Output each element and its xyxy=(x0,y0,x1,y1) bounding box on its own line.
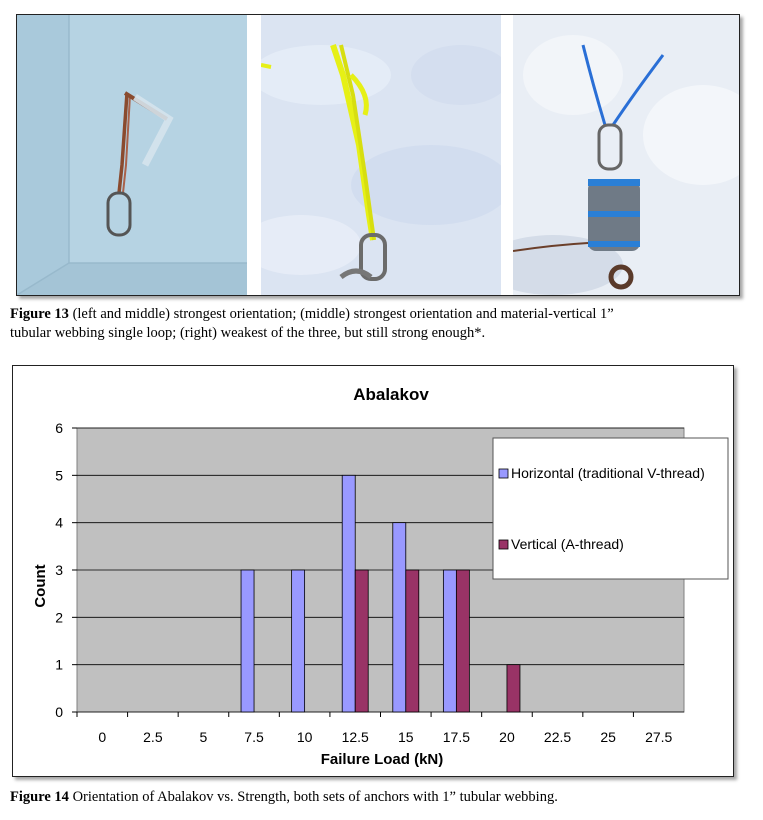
blue-cord-anchor-photo xyxy=(513,15,739,295)
x-tick-label: 7.5 xyxy=(244,729,264,745)
y-axis-label: Count xyxy=(32,564,49,607)
x-tick-label: 10 xyxy=(297,729,313,745)
figure13-caption-line2: tubular webbing single loop; (right) wea… xyxy=(10,325,486,341)
y-tick-label: 3 xyxy=(55,562,63,578)
figure13-caption: Figure 13 (left and middle) strongest or… xyxy=(10,305,750,343)
bar-horizontal xyxy=(341,474,356,713)
y-tick-label: 5 xyxy=(55,467,63,483)
bar-vertical xyxy=(506,664,521,713)
legend-swatch-horizontal xyxy=(498,468,509,479)
bar-vertical xyxy=(455,569,470,713)
x-tick-label: 2.5 xyxy=(143,729,163,745)
x-tick-label: 12.5 xyxy=(342,729,369,745)
x-tick-label: 17.5 xyxy=(443,729,470,745)
x-tick-label: 5 xyxy=(200,729,208,745)
figure14-caption-text: Orientation of Abalakov vs. Strength, bo… xyxy=(68,789,558,805)
x-tick-label: 15 xyxy=(398,729,414,745)
x-tick-labels: 0 2.5 5 7.5 10 12.5 15 17.5 20 22.5 25 27.5 xyxy=(98,729,672,745)
bars xyxy=(240,474,521,713)
y-tick-label: 0 xyxy=(55,704,63,720)
legend-label-horizontal: Horizontal (traditional V-thread) xyxy=(511,465,705,481)
figure14-caption: Figure 14 Orientation of Abalakov vs. St… xyxy=(10,788,750,807)
y-tick-label: 1 xyxy=(55,657,63,673)
bar-vertical xyxy=(405,569,420,713)
x-tick-label: 0 xyxy=(98,729,106,745)
y-tick-label: 6 xyxy=(55,420,63,436)
x-tick-label: 27.5 xyxy=(645,729,672,745)
figure13-photo-strip xyxy=(16,14,740,296)
x-tick-label: 20 xyxy=(499,729,515,745)
bar-horizontal xyxy=(291,569,306,713)
bar-horizontal xyxy=(442,569,457,713)
abalakov-chart: 0 1 2 3 4 5 6 0 2.5 5 7.5 10 12.5 15 17.5 20 22.5 25 27.5… xyxy=(32,385,729,768)
legend: Horizontal (traditional V-thread) Vertic… xyxy=(492,437,729,580)
y-tick-label: 4 xyxy=(55,515,63,531)
legend-label-vertical: Vertical (A-thread) xyxy=(511,536,624,552)
yellow-webbing-photo xyxy=(261,15,501,295)
x-axis-label: Failure Load (kN) xyxy=(321,751,444,768)
figure14-label: Figure 14 xyxy=(10,789,69,805)
abalakov-chart-frame: 0 1 2 3 4 5 6 0 2.5 5 7.5 10 12.5 15 17.5 20 22.5 25 27.5… xyxy=(12,365,734,777)
x-tick-label: 25 xyxy=(600,729,616,745)
chart-title: Abalakov xyxy=(353,385,429,404)
bar-horizontal xyxy=(392,522,407,713)
y-tick-label: 2 xyxy=(55,609,63,625)
x-tick-label: 22.5 xyxy=(544,729,571,745)
bar-horizontal xyxy=(240,569,255,713)
legend-swatch-vertical xyxy=(498,539,509,550)
abalakov-render-photo xyxy=(17,15,247,295)
y-tick-labels: 0 1 2 3 4 5 6 xyxy=(55,420,63,720)
legend-box xyxy=(492,437,729,580)
figure13-label: Figure 13 xyxy=(10,306,69,322)
figure13-caption-line1: (left and middle) strongest orientation;… xyxy=(68,306,614,322)
bar-vertical xyxy=(354,569,369,713)
